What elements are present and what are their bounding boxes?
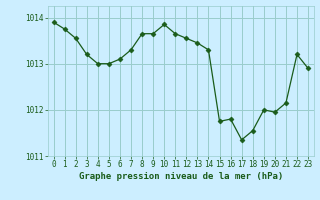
X-axis label: Graphe pression niveau de la mer (hPa): Graphe pression niveau de la mer (hPa): [79, 172, 283, 181]
